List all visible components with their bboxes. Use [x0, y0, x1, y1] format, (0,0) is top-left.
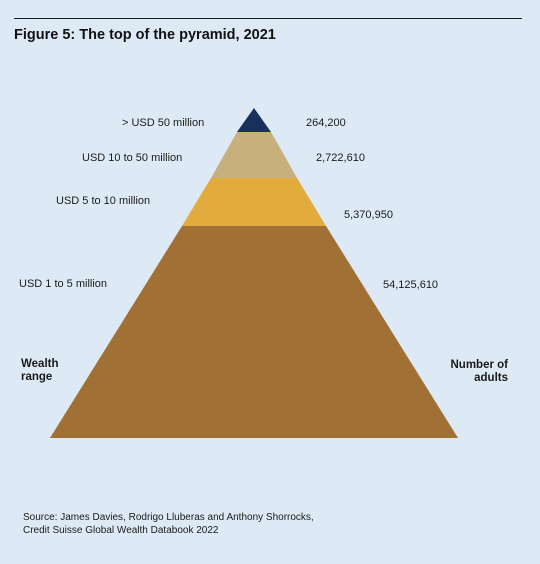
adults-label-10-to-50m: 2,722,610: [316, 152, 365, 164]
adults-label-5-to-10m: 5,370,950: [344, 209, 393, 221]
adults-label-over-50m: 264,200: [306, 117, 346, 129]
tier-5-to-10-million: [182, 178, 326, 226]
range-label-5-to-10m: USD 5 to 10 million: [56, 195, 151, 207]
wealth-range-axis-label: Wealth range: [21, 358, 59, 383]
tier-10-to-50-million: [211, 132, 297, 178]
figure-title: Figure 5: The top of the pyramid, 2021: [14, 27, 276, 43]
source-note: Source: James Davies, Rodrigo Lluberas a…: [23, 512, 314, 536]
tier-1-to-5-million: [50, 226, 458, 438]
tier-over-50-million: [237, 108, 271, 132]
range-label-10-to-50m: USD 10 to 50 million: [82, 152, 183, 164]
range-label-over-50m: > USD 50 million: [122, 117, 205, 129]
adults-label-1-to-5m: 54,125,610: [383, 279, 439, 291]
range-label-1-to-5m: USD 1 to 5 million: [19, 278, 108, 290]
number-of-adults-axis-label: Number of adults: [450, 359, 509, 384]
top-rule: [14, 18, 522, 19]
